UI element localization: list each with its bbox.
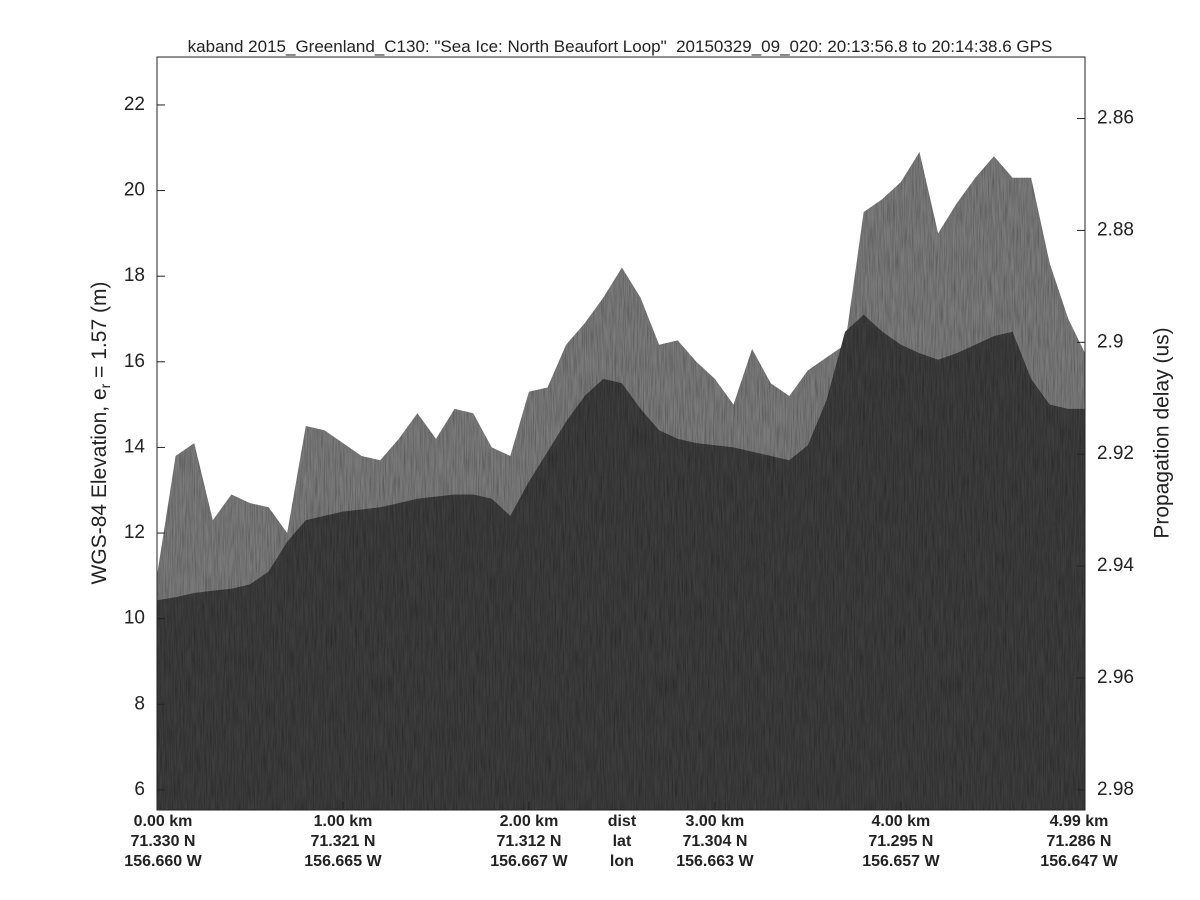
y-axis-label: WGS-84 Elevation, er = 1.57 (m) (88, 282, 113, 585)
lat-label: 71.304 N (682, 833, 747, 850)
x-tick-label: 4.99 km (1050, 813, 1109, 830)
plot-frame (156, 56, 1086, 811)
plot-area (157, 152, 1085, 810)
y-tick-label: 18 (124, 265, 145, 286)
y-tick-label: 20 (124, 180, 145, 201)
lat-label: 71.286 N (1047, 833, 1112, 850)
y-tick-label: 8 (134, 693, 145, 714)
lon-label: 156.665 W (304, 853, 382, 870)
y-tick-label: 10 (124, 608, 145, 629)
x-tick-label: 3.00 km (686, 813, 745, 830)
y2-tick-label: 2.88 (1097, 219, 1134, 240)
row-label: lon (610, 853, 634, 870)
y2-tick-label: 2.9 (1097, 331, 1123, 352)
y-tick-label: 16 (124, 351, 145, 372)
lon-label: 156.667 W (490, 853, 568, 870)
x-tick-label: 0.00 km (134, 813, 193, 830)
lon-label: 156.660 W (124, 853, 202, 870)
y-axis-label-suffix: = 1.57 (m) (88, 282, 111, 384)
lat-label: 71.312 N (496, 833, 561, 850)
y-tick-label: 14 (124, 436, 146, 457)
lat-label: 71.321 N (311, 833, 376, 850)
y2-tick-label: 2.92 (1097, 443, 1134, 464)
y2-axis-label: Propagation delay (us) (1151, 327, 1174, 538)
y-tick-label: 6 (134, 779, 145, 800)
lat-label: 71.295 N (868, 833, 933, 850)
echo-layer (157, 314, 1085, 810)
y2-tick-label: 2.98 (1097, 779, 1134, 800)
row-label: lat (613, 833, 632, 850)
y-tick-label: 12 (124, 522, 145, 543)
lat-label: 71.330 N (131, 833, 196, 850)
y2-tick-label: 2.86 (1097, 108, 1134, 129)
y-tick-label: 22 (124, 94, 145, 115)
x-tick-label: 1.00 km (314, 813, 373, 830)
x-tick-label: 4.00 km (872, 813, 931, 830)
lon-label: 156.647 W (1040, 853, 1118, 870)
y-axis-label-main: WGS-84 Elevation, e (88, 388, 111, 584)
lon-label: 156.663 W (676, 853, 754, 870)
y2-tick-label: 2.96 (1097, 667, 1134, 688)
chart-title: kaband 2015_Greenland_C130: "Sea Ice: No… (188, 37, 1053, 56)
row-label: dist (608, 813, 637, 830)
y2-tick-label: 2.94 (1097, 555, 1134, 576)
lon-label: 156.657 W (862, 853, 940, 870)
x-tick-label: 2.00 km (500, 813, 559, 830)
y-axis-label-subscript: r (97, 383, 113, 388)
